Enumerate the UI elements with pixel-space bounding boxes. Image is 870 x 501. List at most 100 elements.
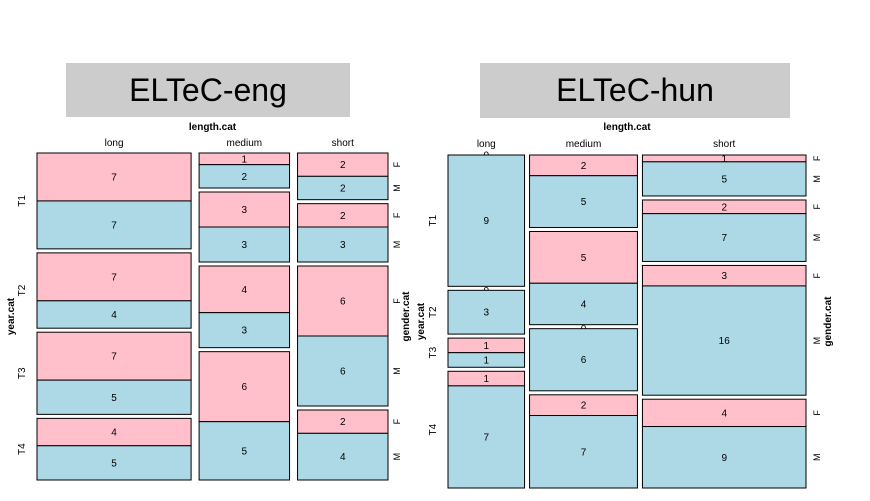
eng-sub-label-T4-M: M [392,453,402,461]
hun-cell-short-T3-M [641,285,807,396]
eng-row-var-label: year.cat [6,297,17,335]
eng-cell-long-T2-F [36,252,192,302]
eng-label-medium-T1-F: 1 [242,154,248,165]
eng-title: ELTeC-eng [129,71,287,108]
hun-col-label-short: short [713,139,735,150]
eng-label-long-T4-F: 4 [111,428,117,439]
hun-label-long-T3-F: 1 [483,341,489,352]
hun-label-medium-T2-F: 5 [581,253,587,264]
hun-sub-label-T4-M: M [812,454,822,462]
eng-label-long-T3-M: 5 [111,393,117,404]
hun-label-short-T3-M: 16 [719,336,731,347]
eng-label-short-T4-F: 2 [340,417,346,428]
hun-label-short-T3-F: 3 [721,271,727,282]
eng-col-label-short: short [332,138,354,149]
eng-label-short-T1-F: 2 [340,160,346,171]
hun-col-label-long: long [477,139,496,150]
hun-row-label-T4: T4 [428,423,439,435]
eng-label-long-T1-F: 7 [111,172,117,183]
hun-label-medium-T1-M: 5 [581,197,587,208]
hun-sub-label-T3-F: F [812,272,822,278]
eng-cell-medium-T1-M [198,164,291,189]
hun-label-medium-T1-F: 2 [581,161,587,172]
eng-cell-long-T4-M [36,445,192,481]
hun-cell-long-T1-M [447,154,526,287]
hun-label-long-T4-F: 1 [483,374,489,385]
hun-label-short-T1-F: 1 [721,154,727,165]
eng-sub-label-T2-F: F [392,212,402,218]
eng-title-box: ELTeC-eng [66,63,350,117]
hun-cell-short-T2-M [641,213,807,262]
eng-cell-long-T1-M [36,200,192,250]
eng-col-label-medium: medium [227,138,263,149]
eng-label-medium-T4-M: 5 [242,446,248,457]
hun-label-long-T3-M: 1 [483,355,489,366]
eng-cell-short-T4-M [297,432,389,481]
eng-label-medium-T2-F: 3 [242,205,248,216]
eng-sub-label-T2-M: M [392,241,402,249]
eng-sub-label-T3-M: M [392,367,402,375]
hun-title-box: ELTeC-hun [480,63,790,118]
hun-sub-label-T2-F: F [812,204,822,210]
eng-label-medium-T4-F: 6 [242,382,248,393]
eng-cell-long-T2-M [36,300,192,329]
hun-label-medium-T2-M: 4 [581,299,587,310]
eng-row-label-T3: T3 [17,367,28,379]
hun-label-medium-T4-F: 2 [581,401,587,412]
hun-cell-medium-T3-M [529,328,638,392]
eng-row-label-T1: T1 [17,195,28,207]
hun-cell-long-T4-M [447,385,526,489]
eng-cell-short-T2-M [297,226,389,263]
hun-col-var-label: length.cat [603,122,651,133]
eng-label-short-T3-F: 6 [340,297,346,308]
hun-cell-short-T4-F [641,398,807,428]
hun-label-short-T4-F: 4 [721,408,727,419]
eng-col-label-long: long [105,138,124,149]
eng-cell-medium-T4-M [198,421,291,481]
hun-row-var-label: year.cat [416,302,427,340]
eng-cell-medium-T4-F [198,351,291,423]
hun-sub-var-label: gender.cat [823,296,834,347]
eng-cell-short-T3-M [297,335,389,407]
eng-label-short-T3-M: 6 [340,367,346,378]
hun-cell-short-T1-M [641,161,807,197]
hun-label-long-T2-M: 3 [483,308,489,319]
eng-label-short-T2-M: 3 [340,240,346,251]
eng-label-long-T2-F: 7 [111,272,117,283]
hun-cell-long-T3-M [447,352,526,368]
eng-cell-medium-T2-M [198,226,291,263]
eng-label-medium-T2-M: 3 [242,240,248,251]
hun-sub-label-T2-M: M [812,234,822,242]
hun-label-medium-T4-M: 7 [581,447,587,458]
eng-cell-medium-T2-F [198,191,291,228]
eng-col-var-label: length.cat [189,122,237,133]
hun-row-label-T2: T2 [428,306,439,318]
hun-label-medium-T3-M: 6 [581,355,587,366]
eng-cell-long-T3-M [36,379,192,415]
hun-title: ELTeC-hun [556,72,714,108]
hun-cell-short-T4-M [641,426,807,489]
eng-row-label-T4: T4 [17,443,28,455]
hun-label-short-T4-M: 9 [721,453,727,464]
hun-label-short-T2-M: 7 [721,233,727,244]
hun-col-label-medium: medium [566,139,602,150]
eng-label-long-T4-M: 5 [111,458,117,469]
eng-cell-long-T1-F [36,152,192,202]
hun-cell-medium-T1-M [529,175,638,228]
eng-cell-medium-T3-M [198,312,291,349]
hun-sub-label-T3-M: M [812,337,822,345]
eng-sub-label-T3-F: F [392,298,402,304]
hun-row-label-T3: T3 [428,346,439,358]
eng-cell-short-T1-M [297,175,389,201]
eng-cell-long-T4-F [36,417,192,447]
eng-label-long-T1-M: 7 [111,220,117,231]
eng-label-short-T4-M: 4 [340,452,346,463]
eng-label-medium-T3-F: 4 [242,285,248,296]
eng-label-short-T2-F: 2 [340,211,346,222]
hun-label-short-T1-M: 5 [721,174,727,185]
eng-sub-label-T1-F: F [392,161,402,167]
eng-row-label-T2: T2 [17,284,28,296]
eng-label-long-T2-M: 4 [111,310,117,321]
eng-sub-label-T4-F: F [392,418,402,424]
